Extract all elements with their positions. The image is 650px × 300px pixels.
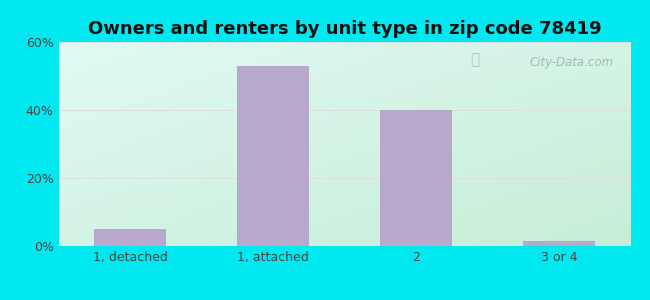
Text: Ⓢ: Ⓢ [471, 52, 480, 67]
Bar [380, 110, 452, 246]
Bar [523, 241, 595, 246]
Text: City-Data.com: City-Data.com [529, 56, 614, 69]
Bar [237, 66, 309, 246]
Title: Owners and renters by unit type in zip code 78419: Owners and renters by unit type in zip c… [88, 20, 601, 38]
Bar [94, 229, 166, 246]
